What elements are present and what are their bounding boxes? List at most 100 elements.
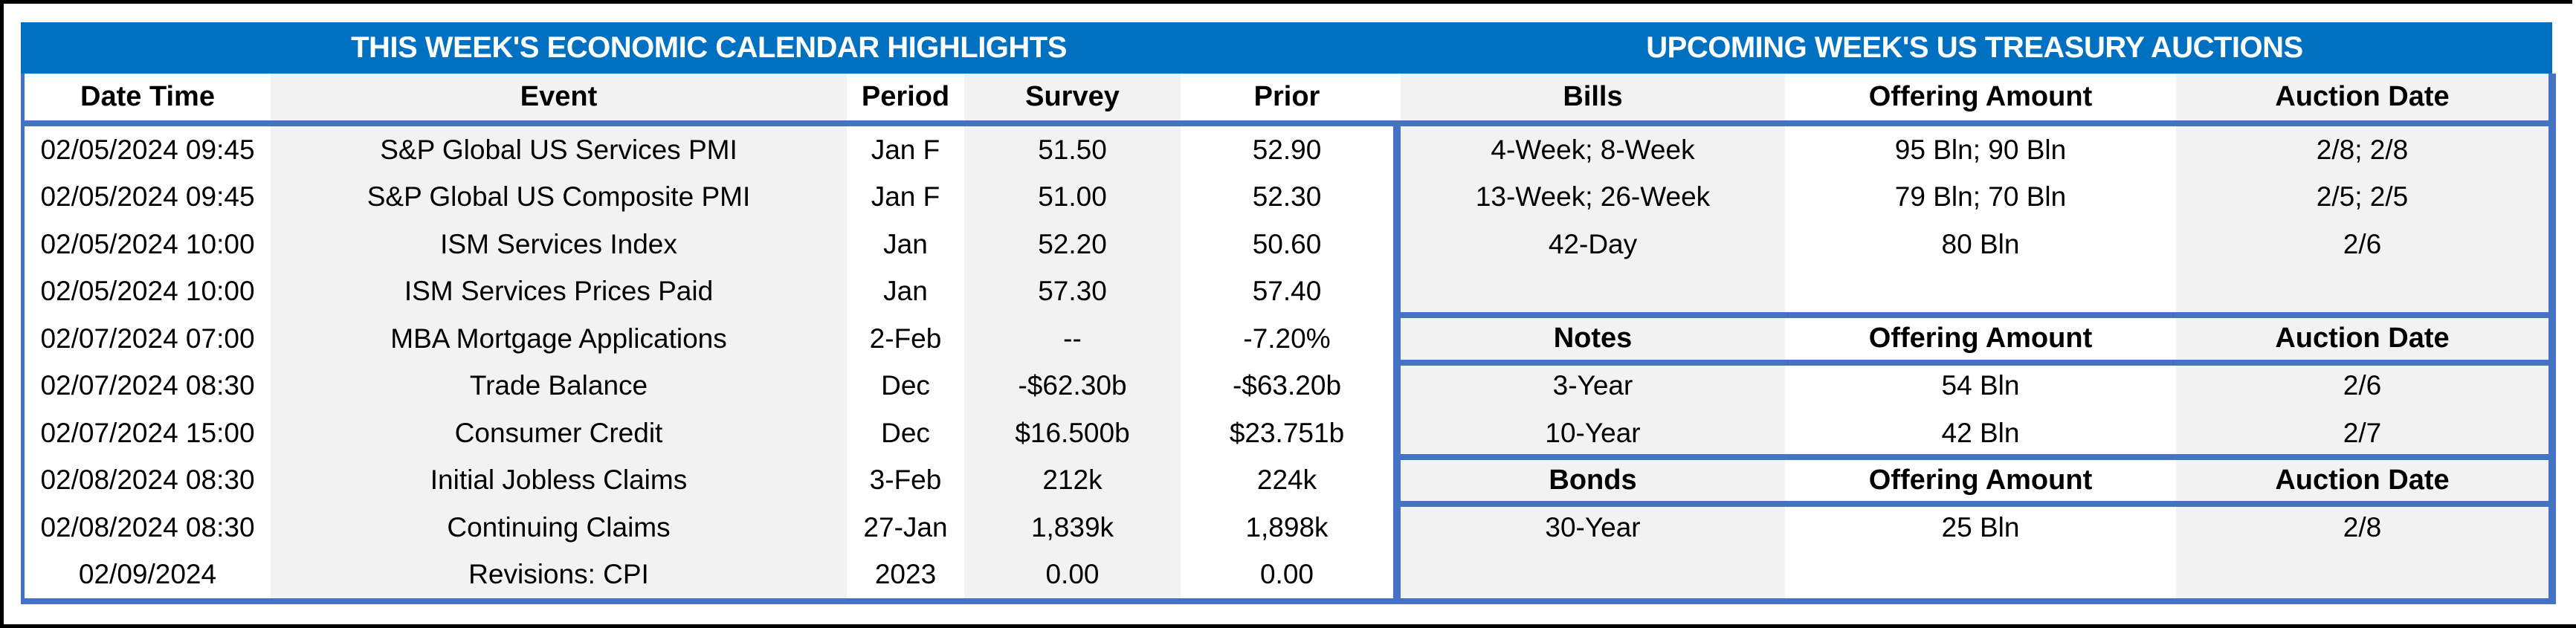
cell-survey: -- [964,315,1181,363]
cell-event: Consumer Credit [271,410,847,457]
cell-security: 10-Year [1401,410,1785,457]
table-bottom-border [21,598,2556,604]
cell-security: 30-Year [1401,504,1785,551]
bonds-section-top-border [1393,453,2556,460]
outer-frame-bottom [0,624,2576,628]
cell-offering-amount: 80 Bln [1785,221,2176,268]
column-header-event: Event [271,74,847,120]
cell-security: 4-Week; 8-Week [1401,126,1785,174]
cell-auction-date: 2/5; 2/5 [2176,173,2548,221]
treasury-auctions-header-row: Bills Offering Amount Auction Date [1401,74,2548,120]
cell-event: Trade Balance [271,362,847,410]
cell-event: Initial Jobless Claims [271,456,847,504]
column-header-prior: Prior [1181,74,1393,120]
cell-survey: 1,839k [964,504,1181,551]
economic-calendar-header-row: Date Time Event Period Survey Prior [25,74,1393,120]
cell-survey: 212k [964,456,1181,504]
cell-date-time: 02/05/2024 09:45 [25,173,271,221]
cell-auction-date: 2/8; 2/8 [2176,126,2548,174]
cell-period: Dec [847,362,964,410]
cell-auction-date: 2/6 [2176,362,2548,410]
column-header-date-time: Date Time [25,74,271,120]
cell-survey: 52.20 [964,221,1181,268]
cell-survey: $16.500b [964,410,1181,457]
column-header-bills: Bills [1401,74,1785,120]
cell-offering-amount [1785,268,2176,315]
cell-period: 3-Feb [847,456,964,504]
cell-date-time: 02/07/2024 08:30 [25,362,271,410]
cell-prior: -7.20% [1181,315,1393,363]
section-header-security: Bonds [1401,456,1785,504]
table-right-border [2548,74,2556,604]
cell-period: Jan [847,268,964,315]
cell-security: 3-Year [1401,362,1785,410]
section-header-offering-amount: Offering Amount [1785,315,2176,363]
cell-date-time: 02/05/2024 10:00 [25,268,271,315]
cell-period: 2023 [847,551,964,598]
treasury-auctions-title-area: UPCOMING WEEK'S US TREASURY AUCTIONS [1397,22,2552,74]
column-header-period: Period [847,74,964,120]
cell-event: MBA Mortgage Applications [271,315,847,363]
treasury-auctions-body: 4-Week; 8-Week 95 Bln; 90 Bln 2/8; 2/8 13-W… [1393,126,2556,598]
cell-date-time: 02/07/2024 07:00 [25,315,271,363]
cell-survey: 51.50 [964,126,1181,174]
cell-prior: -$63.20b [1181,362,1393,410]
cell-survey: 51.00 [964,173,1181,221]
cell-prior: 0.00 [1181,551,1393,598]
cell-prior: 57.40 [1181,268,1393,315]
cell-security: 42-Day [1401,221,1785,268]
cell-period: Dec [847,410,964,457]
cell-survey: 0.00 [964,551,1181,598]
economic-calendar-title: THIS WEEK'S ECONOMIC CALENDAR HIGHLIGHTS [351,31,1067,64]
cell-prior: $23.751b [1181,410,1393,457]
treasury-auctions-title: UPCOMING WEEK'S US TREASURY AUCTIONS [1646,31,2303,64]
cell-event: ISM Services Index [271,221,847,268]
cell-date-time: 02/08/2024 08:30 [25,504,271,551]
cell-security: 13-Week; 26-Week [1401,173,1785,221]
section-header-offering-amount: Offering Amount [1785,456,2176,504]
cell-auction-date [2176,551,2548,598]
cell-date-time: 02/05/2024 10:00 [25,221,271,268]
cell-date-time: 02/09/2024 [25,551,271,598]
economic-calendar-body: 02/05/2024 09:45 S&P Global US Services P… [25,126,1393,598]
cell-period: Jan [847,221,964,268]
cell-auction-date: 2/6 [2176,221,2548,268]
cell-period: Jan F [847,126,964,174]
title-bar: THIS WEEK'S ECONOMIC CALENDAR HIGHLIGHTS… [21,22,2552,74]
cell-auction-date: 2/7 [2176,410,2548,457]
outer-frame-top [0,0,2572,4]
cell-prior: 52.90 [1181,126,1393,174]
cell-offering-amount: 95 Bln; 90 Bln [1785,126,2176,174]
cell-prior: 52.30 [1181,173,1393,221]
column-header-auction-date: Auction Date [2176,74,2548,120]
cell-event: Continuing Claims [271,504,847,551]
cell-date-time: 02/05/2024 09:45 [25,126,271,174]
table-left-border [21,74,25,604]
cell-security [1401,268,1785,315]
cell-offering-amount: 79 Bln; 70 Bln [1785,173,2176,221]
cell-prior: 50.60 [1181,221,1393,268]
cell-event: S&P Global US Composite PMI [271,173,847,221]
outer-frame-left [0,0,4,628]
cell-survey: -$62.30b [964,362,1181,410]
column-header-offering-amount: Offering Amount [1785,74,2176,120]
cell-period: 27-Jan [847,504,964,551]
cell-survey: 57.30 [964,268,1181,315]
section-header-auction-date: Auction Date [2176,456,2548,504]
notes-section-top-border [1393,312,2556,318]
cell-security [1401,551,1785,598]
cell-auction-date [2176,268,2548,315]
cell-event: ISM Services Prices Paid [271,268,847,315]
cell-offering-amount [1785,551,2176,598]
cell-offering-amount: 25 Bln [1785,504,2176,551]
cell-prior: 1,898k [1181,504,1393,551]
cell-prior: 224k [1181,456,1393,504]
cell-auction-date: 2/8 [2176,504,2548,551]
bonds-section-bottom-border [1393,501,2556,507]
cell-period: 2-Feb [847,315,964,363]
header-divider [21,120,2556,126]
cell-event: S&P Global US Services PMI [271,126,847,174]
column-header-survey: Survey [964,74,1181,120]
cell-offering-amount: 54 Bln [1785,362,2176,410]
